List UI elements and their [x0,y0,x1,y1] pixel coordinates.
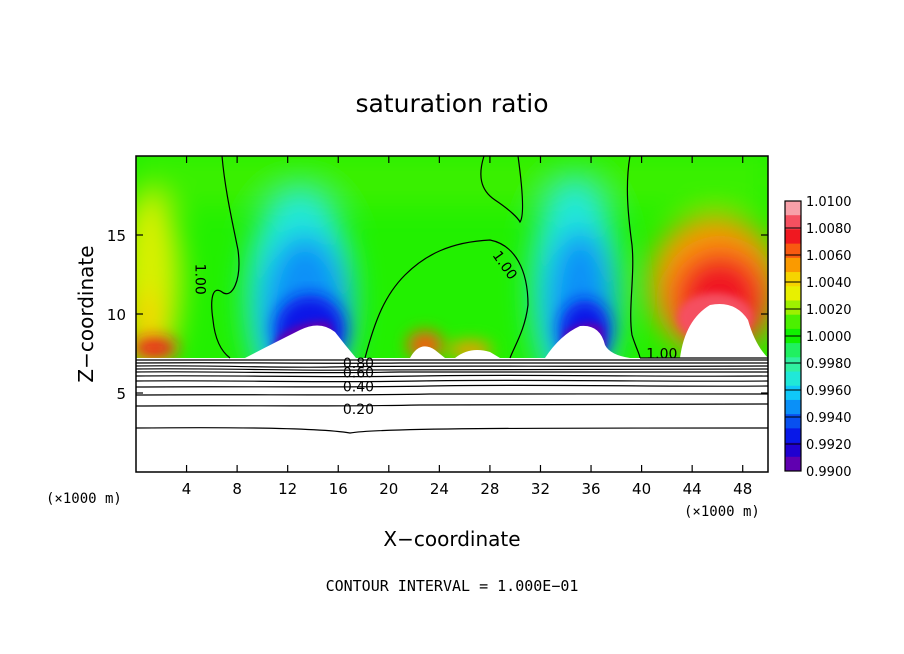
y-axis-title: Z−coordinate [74,245,98,382]
x-axis-title: X−coordinate [383,527,520,551]
contour-label: 0.80 [343,356,374,372]
contour-line [480,156,524,224]
colorbar-swatch [785,272,801,287]
colorbar-swatch [785,229,801,245]
colorbar-swatch [785,442,801,458]
contour-interval-note: CONTOUR INTERVAL = 1.000E−01 [326,577,579,595]
colorbar-label: 0.9920 [806,438,852,453]
contour-line [136,427,768,434]
colorbar-label: 1.0080 [806,222,852,237]
x-tick-label: 12 [278,480,297,498]
contour-line [136,368,768,371]
contour-line [136,361,768,364]
x-tick-label: 32 [531,480,550,498]
contour-line [136,384,768,388]
contour-line [136,374,768,378]
colorbar-swatch [785,385,801,401]
heatmap-field [136,156,768,472]
colorbar-label: 0.9900 [806,465,852,480]
colorbar-swatch [785,286,801,301]
contour-line [136,379,768,383]
contour-label: 1.00 [646,347,677,363]
colorbar-label: 1.0040 [806,276,852,291]
colorbar-swatch [785,343,801,358]
x-unit-label-right: (×1000 m) [684,504,760,520]
x-unit-label-left: (×1000 m) [46,491,122,507]
colorbar: 1.0100 1.0080 1.0060 1.0040 1.0020 1.0000 0.99… [784,195,852,480]
colorbar-label: 0.9960 [806,384,852,399]
x-tick-label: 24 [430,480,449,498]
colorbar-swatch [785,314,801,330]
colorbar-label: 1.0020 [806,303,852,318]
contour-label-group: 0.20 [343,402,374,418]
contour-line [136,371,768,374]
contour-label: 0.40 [343,380,374,396]
contour-label: 0.60 [343,365,374,381]
colorbar-label: 1.0000 [806,330,852,345]
contour-line [211,156,240,359]
contour-line [364,239,529,359]
x-tick-label: 48 [733,480,752,498]
contour-label: 1.00 [191,264,207,295]
contour-line [136,365,768,368]
x-axis-ticks: 4 8 12 16 20 24 28 32 36 40 44 48 [182,156,752,498]
colorbar-swatch [785,243,801,259]
colorbar-swatch [785,257,801,273]
contour-label-group: 1.00 [191,264,207,295]
colorbar-swatch [785,300,801,316]
x-tick-label: 36 [581,480,600,498]
colorbar-swatch [785,215,801,230]
x-tick-label: 40 [632,480,651,498]
x-tick-label: 20 [379,480,398,498]
x-tick-label: 4 [182,480,192,498]
colorbar-swatch [785,371,801,387]
colorbar-label: 1.0100 [806,195,852,210]
colorbar-swatch [785,357,801,373]
y-tick-label: 15 [107,227,126,245]
x-tick-label: 16 [329,480,348,498]
colorbar-swatch [785,428,801,444]
y-axis-ticks: 5 10 15 [107,227,768,403]
colorbar-label: 0.9940 [806,411,852,426]
y-tick-label: 5 [116,385,126,403]
colorbar-swatch [785,201,801,216]
contour-label-group: 0.40 [343,380,374,396]
y-tick-label: 10 [107,306,126,324]
colorbar-swatch [785,399,801,415]
colorbar-label: 1.0060 [806,249,852,264]
contour-label-group: 1.00 [646,347,677,363]
contour-line [136,403,768,407]
colorbar-label: 0.9980 [806,357,852,372]
x-tick-label: 44 [683,480,702,498]
x-tick-label: 28 [480,480,499,498]
x-tick-label: 8 [232,480,242,498]
contour-line [626,156,641,359]
contour-label-group: 0.80 [343,356,374,372]
colorbar-swatch [785,456,801,472]
contour-line [136,393,768,396]
colorbar-swatch [785,414,801,429]
contour-lines [136,156,768,434]
contour-label: 0.20 [343,402,374,418]
contour-label-group: 0.60 [343,365,374,381]
chart-title: saturation ratio [355,89,548,118]
